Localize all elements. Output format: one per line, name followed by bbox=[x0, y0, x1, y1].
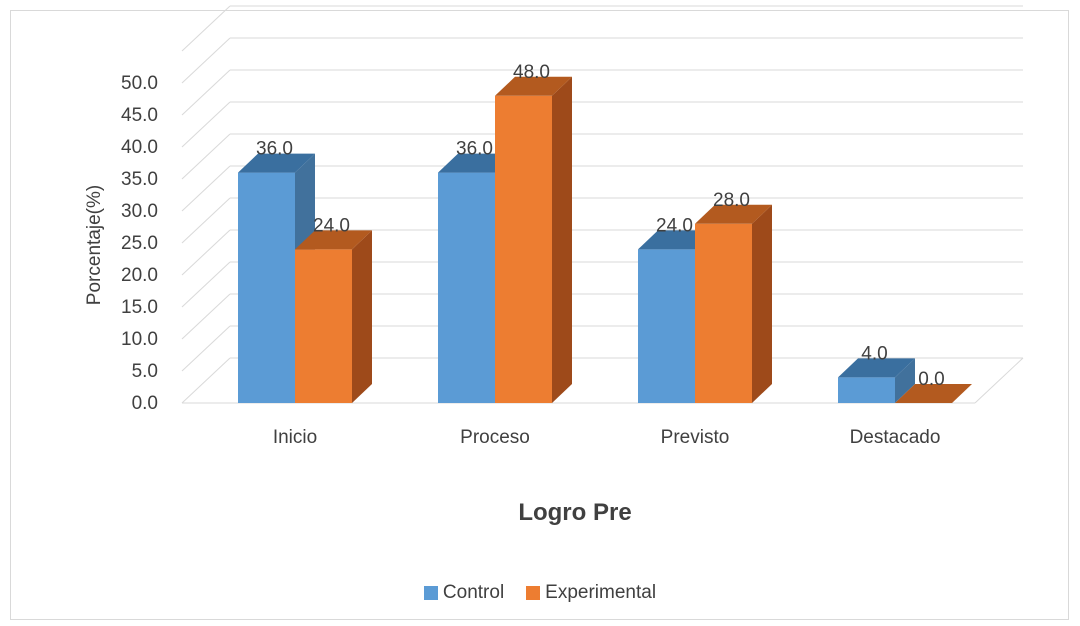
data-label: 0.0 bbox=[918, 369, 944, 390]
category-label: Proceso bbox=[460, 427, 530, 448]
gridline-depth bbox=[181, 101, 231, 148]
y-tick-label: 30.0 bbox=[121, 201, 158, 222]
y-tick-label: 15.0 bbox=[121, 297, 158, 318]
gridline-depth bbox=[181, 197, 231, 244]
bar-front bbox=[438, 172, 495, 403]
y-tick-label: 50.0 bbox=[121, 73, 158, 94]
y-axis-ticks: 0.0 5.0 10.0 15.0 20.0 25.0 30.0 35.0 40.0 45.0 50… bbox=[121, 73, 158, 414]
gridline-depth bbox=[181, 133, 231, 180]
legend-swatch bbox=[423, 586, 438, 600]
gridline-depth bbox=[181, 357, 231, 404]
bars bbox=[238, 76, 972, 404]
data-label: 36.0 bbox=[256, 139, 293, 160]
y-tick-label: 0.0 bbox=[132, 393, 158, 414]
legend-item-control: Control bbox=[423, 582, 505, 604]
bar-experimental-destacado bbox=[895, 384, 972, 403]
category-label: Destacado bbox=[850, 427, 941, 448]
y-tick-label: 5.0 bbox=[132, 361, 158, 382]
gridline-depth bbox=[181, 37, 231, 84]
bar-front bbox=[638, 249, 695, 403]
bar-control-destacado bbox=[838, 358, 915, 403]
bar-experimental-inicio bbox=[295, 230, 372, 403]
legend-label: Experimental bbox=[545, 582, 657, 603]
bar-top bbox=[495, 76, 572, 96]
category-labels: Inicio Proceso Previsto Destacado bbox=[273, 427, 941, 448]
y-tick-label: 35.0 bbox=[121, 169, 158, 190]
y-axis-title: Porcentaje(%) bbox=[84, 185, 105, 305]
bar-side bbox=[895, 358, 915, 403]
gridline-depth bbox=[181, 325, 231, 372]
y-tick-label: 25.0 bbox=[121, 233, 158, 254]
bar-front bbox=[838, 377, 895, 403]
data-label: 24.0 bbox=[313, 215, 350, 236]
legend-item-experimental: Experimental bbox=[526, 582, 656, 604]
bar-experimental-previsto bbox=[695, 204, 772, 403]
bar-side bbox=[752, 204, 772, 403]
floor-side-edge bbox=[974, 357, 1024, 404]
y-tick-label: 45.0 bbox=[121, 105, 158, 126]
data-label: 4.0 bbox=[861, 343, 887, 364]
bar-top bbox=[295, 230, 372, 250]
data-label: 36.0 bbox=[456, 139, 493, 160]
y-tick-label: 20.0 bbox=[121, 265, 158, 286]
category-label: Inicio bbox=[273, 427, 317, 448]
gridline-depth bbox=[181, 293, 231, 340]
bar-top bbox=[238, 153, 315, 173]
data-label: 28.0 bbox=[713, 190, 750, 211]
y-tick-label: 40.0 bbox=[121, 137, 158, 158]
bar-side bbox=[352, 230, 372, 403]
bar-front bbox=[695, 223, 752, 403]
bar-top bbox=[895, 384, 972, 403]
bar-front bbox=[495, 95, 552, 404]
gridline-depth bbox=[181, 229, 231, 276]
bar-top bbox=[695, 204, 772, 224]
data-labels: 36.0 24.0 36.0 48.0 24.0 28.0 4.0 0.0 bbox=[256, 62, 945, 390]
x-axis-title: Logro Pre bbox=[518, 499, 631, 526]
bar-front bbox=[295, 249, 352, 403]
y-tick-label: 10.0 bbox=[121, 329, 158, 350]
gridline-depth bbox=[181, 69, 231, 116]
gridline-depth bbox=[181, 165, 231, 212]
category-label: Previsto bbox=[661, 427, 730, 448]
gridlines bbox=[181, 5, 1024, 404]
bar-experimental-proceso bbox=[495, 76, 572, 404]
legend-swatch bbox=[526, 586, 541, 600]
bar-top bbox=[838, 358, 915, 378]
gridline-depth bbox=[181, 5, 231, 52]
legend: Control Experimental bbox=[0, 582, 1080, 604]
data-label: 24.0 bbox=[656, 215, 693, 236]
legend-label: Control bbox=[442, 582, 505, 603]
bar-front bbox=[238, 172, 295, 403]
bar-side bbox=[552, 76, 572, 404]
gridline-depth bbox=[181, 261, 231, 308]
data-label: 48.0 bbox=[513, 62, 550, 83]
